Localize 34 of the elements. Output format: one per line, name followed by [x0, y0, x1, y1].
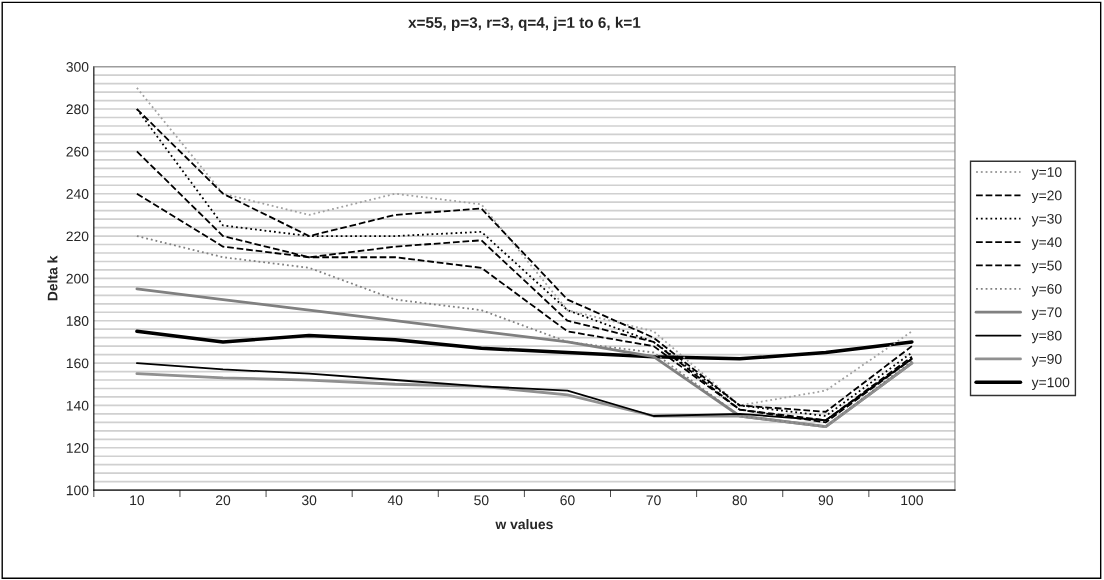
legend-label: y=100 [1031, 377, 1070, 391]
x-tick-label: 10 [130, 495, 145, 506]
x-axis-title: w values [495, 519, 553, 530]
y-tick-label: 260 [66, 146, 89, 157]
legend-label: y=60 [1031, 283, 1062, 297]
y-axis-title: Delta k [47, 255, 58, 301]
x-tick-label: 20 [215, 495, 231, 506]
legend-label: y=80 [1031, 330, 1062, 344]
legend-label: y=10 [1031, 167, 1062, 180]
y-tick-label: 200 [66, 273, 89, 284]
x-tick-label: 70 [646, 495, 661, 506]
chart-title: x=55, p=3, r=3, q=4, j=1 to 6, k=1 [408, 16, 641, 31]
y-tick-label: 140 [66, 400, 89, 411]
y-tick-label: 300 [66, 62, 89, 72]
x-tick-label: 50 [474, 495, 489, 506]
x-tick-label: 100 [901, 495, 923, 506]
y-tick-label: 180 [66, 316, 89, 326]
x-tick-label: 60 [560, 495, 575, 506]
y-tick-label: 120 [66, 443, 89, 453]
legend-label: y=50 [1031, 260, 1062, 274]
y-tick-label: 240 [66, 189, 89, 199]
y-tick-label: 220 [66, 231, 89, 242]
legend-label: y=70 [1031, 307, 1062, 320]
y-tick-label: 100 [66, 485, 89, 496]
legend-label: y=20 [1031, 190, 1062, 204]
y-tick-label: 280 [66, 104, 89, 115]
x-tick-label: 80 [732, 495, 747, 506]
y-tick-label: 160 [66, 358, 89, 369]
legend-label: y=90 [1031, 354, 1062, 367]
x-tick-label: 30 [301, 495, 317, 506]
legend-label: y=40 [1031, 237, 1062, 250]
x-tick-label: 40 [387, 495, 403, 506]
x-tick-label: 90 [818, 495, 833, 506]
legend-label: y=30 [1031, 213, 1062, 227]
